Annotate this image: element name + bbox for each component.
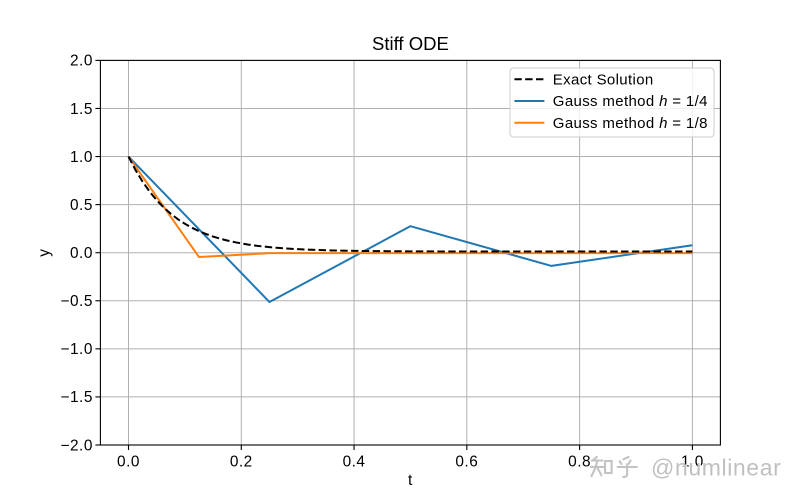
svg-text:0.8: 0.8	[568, 453, 591, 470]
svg-text:Stiff ODE: Stiff ODE	[372, 33, 449, 54]
svg-text:Exact Solution: Exact Solution	[553, 71, 654, 88]
svg-text:0.0: 0.0	[70, 245, 93, 262]
svg-text:1.5: 1.5	[70, 101, 93, 118]
svg-text:Gauss method h = 1/8: Gauss method h = 1/8	[553, 115, 708, 132]
svg-text:0.0: 0.0	[117, 453, 140, 470]
svg-text:0.2: 0.2	[230, 453, 253, 470]
svg-text:1.0: 1.0	[70, 149, 93, 166]
svg-text:−1.0: −1.0	[61, 341, 93, 358]
svg-text:Gauss method h = 1/4: Gauss method h = 1/4	[553, 93, 708, 110]
svg-text:−0.5: −0.5	[61, 293, 93, 310]
svg-text:@numlinear: @numlinear	[651, 455, 781, 481]
svg-text:2.0: 2.0	[70, 53, 93, 70]
svg-text:1.0: 1.0	[681, 453, 704, 470]
svg-text:@numlinear: @numlinear	[653, 456, 783, 482]
svg-text:0.5: 0.5	[70, 197, 93, 214]
svg-text:−2.0: −2.0	[61, 437, 93, 454]
svg-text:y: y	[36, 249, 53, 257]
svg-text:t: t	[408, 472, 413, 489]
svg-text:0.6: 0.6	[455, 453, 478, 470]
svg-text:0.4: 0.4	[343, 453, 366, 470]
svg-text:−1.5: −1.5	[61, 389, 93, 406]
